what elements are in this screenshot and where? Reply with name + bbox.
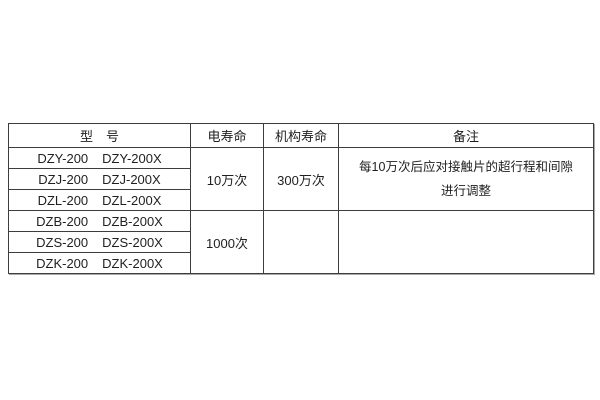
model-pair: DZY-200 DZY-200X <box>10 150 190 166</box>
model-name: DZS-200 <box>36 234 89 250</box>
model-cell: DZJ-200 DZJ-200X <box>8 168 191 190</box>
model-cell: DZS-200 DZS-200X <box>8 231 191 253</box>
electrical-life-cell-group2: 1000次 <box>190 210 264 274</box>
model-cell: DZB-200 DZB-200X <box>8 210 191 232</box>
header-model: 型 号 <box>8 123 191 148</box>
model-name: DZJ-200 <box>38 171 89 187</box>
model-pair: DZS-200 DZS-200X <box>10 234 190 250</box>
table-row: DZY-200 DZY-200X 10万次 300万次 每10万次后应对接触片的… <box>8 147 594 211</box>
model-name-variant: DZK-200X <box>102 255 163 271</box>
spec-table: 型 号 电寿命 机构寿命 备注 DZY-200 DZY-200X 10万次 30… <box>8 123 594 274</box>
model-name-variant: DZY-200X <box>102 150 162 166</box>
table-row: DZB-200 DZB-200X 1000次 <box>8 210 594 274</box>
model-cell: DZL-200 DZL-200X <box>8 189 191 211</box>
header-mechanism-life: 机构寿命 <box>263 123 339 148</box>
model-cell: DZK-200 DZK-200X <box>8 252 191 274</box>
remarks-cell-group2 <box>338 210 594 274</box>
header-remarks: 备注 <box>338 123 594 148</box>
model-name-variant: DZL-200X <box>102 192 162 208</box>
table-row: DZL-200 DZL-200X <box>8 189 594 211</box>
table-row: DZJ-200 DZJ-200X <box>8 168 594 190</box>
model-cell: DZY-200 DZY-200X <box>8 147 191 169</box>
model-name-variant: DZJ-200X <box>102 171 161 187</box>
mechanism-life-cell-group1: 300万次 <box>263 147 339 211</box>
model-name: DZL-200 <box>37 192 89 208</box>
model-name-variant: DZB-200X <box>102 213 163 229</box>
remarks-line-2: 进行调整 <box>440 184 491 198</box>
model-name: DZK-200 <box>36 255 89 271</box>
mechanism-life-cell-group2 <box>263 210 339 274</box>
table-row: DZK-200 DZK-200X <box>8 252 594 274</box>
model-pair: DZL-200 DZL-200X <box>10 192 190 208</box>
model-pair: DZJ-200 DZJ-200X <box>10 171 190 187</box>
electrical-life-cell-group1: 10万次 <box>190 147 264 211</box>
model-name: DZB-200 <box>36 213 89 229</box>
model-pair: DZB-200 DZB-200X <box>10 213 190 229</box>
remarks-line-1: 每10万次后应对接触片的超行程和间隙 <box>359 160 573 174</box>
remarks-cell-group1: 每10万次后应对接触片的超行程和间隙 进行调整 <box>338 147 594 211</box>
model-name: DZY-200 <box>37 150 89 166</box>
table-header-row: 型 号 电寿命 机构寿命 备注 <box>8 123 594 148</box>
model-name-variant: DZS-200X <box>102 234 163 250</box>
spec-table-container: 型 号 电寿命 机构寿命 备注 DZY-200 DZY-200X 10万次 30… <box>8 123 594 274</box>
model-pair: DZK-200 DZK-200X <box>10 255 190 271</box>
header-electrical-life: 电寿命 <box>190 123 264 148</box>
